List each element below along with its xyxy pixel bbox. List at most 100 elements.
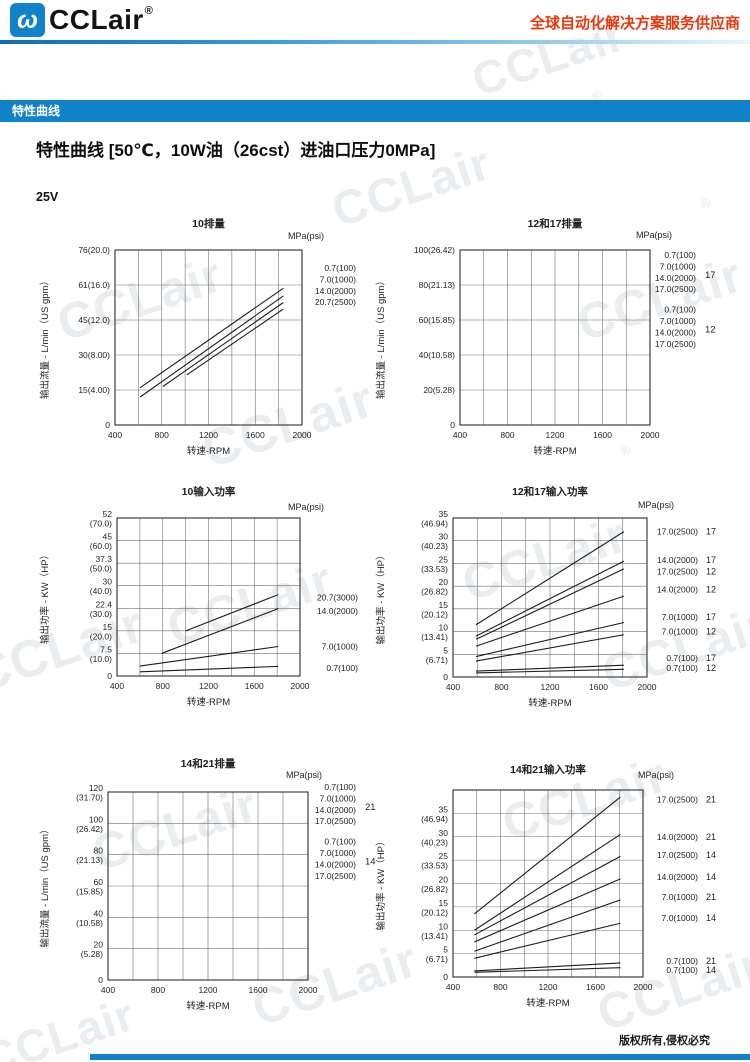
svg-text:30: 30	[439, 532, 449, 542]
svg-text:10: 10	[439, 921, 449, 931]
svg-text:14: 14	[706, 965, 716, 975]
svg-text:45: 45	[103, 532, 113, 542]
svg-text:76(20.0): 76(20.0)	[78, 245, 110, 255]
svg-text:(26.82): (26.82)	[421, 587, 448, 597]
svg-text:7.0(1000): 7.0(1000)	[662, 612, 699, 622]
svg-text:37.3: 37.3	[95, 554, 112, 564]
svg-text:7.0(1000): 7.0(1000)	[320, 793, 357, 803]
svg-text:(6.71): (6.71)	[426, 954, 448, 964]
svg-text:1600: 1600	[249, 985, 268, 995]
chart-10-displacement: 10排量 0 15(4.00) 30(8.00) 45(12.0) 61(16.0) 76(…	[36, 215, 370, 467]
svg-text:(40.23): (40.23)	[421, 541, 448, 551]
svg-text:12: 12	[706, 663, 716, 673]
svg-text:20: 20	[439, 577, 449, 587]
svg-text:MPa(psi): MPa(psi)	[638, 770, 674, 780]
svg-text:1200: 1200	[199, 985, 218, 995]
svg-text:7.0(1000): 7.0(1000)	[662, 627, 699, 637]
svg-text:7.0(1000): 7.0(1000)	[660, 316, 697, 326]
svg-text:1600: 1600	[586, 982, 605, 992]
svg-text:12: 12	[706, 567, 716, 577]
svg-text:(70.0): (70.0)	[90, 519, 112, 529]
svg-text:80(21.13): 80(21.13)	[419, 280, 456, 290]
svg-text:(13.41): (13.41)	[421, 632, 448, 642]
svg-text:400: 400	[101, 985, 115, 995]
svg-text:61(16.0): 61(16.0)	[78, 280, 110, 290]
svg-text:17: 17	[706, 612, 716, 622]
copyright-note: 版权所有,侵权必究	[618, 1035, 710, 1047]
svg-text:800: 800	[500, 430, 514, 440]
svg-text:2000: 2000	[638, 682, 657, 692]
svg-text:30(8.00): 30(8.00)	[78, 350, 110, 360]
svg-text:800: 800	[493, 982, 507, 992]
svg-text:17.0(2500): 17.0(2500)	[657, 794, 698, 804]
chart-14-21-input-power: 14和21输入功率 0 5 (6.71) 10 (13.41) 15 (20.12) 20 (26…	[372, 745, 750, 1025]
svg-text:0.7(100): 0.7(100)	[664, 305, 696, 315]
axis-labels: 14和21排量 0 20(5.28) 40(10.58) 60(15.85) 80(21.…	[39, 757, 318, 1012]
svg-text:20: 20	[439, 875, 449, 885]
legend: MPa(psi)0.7(100)7.0(1000)14.0(2000)17.0(…	[286, 770, 376, 881]
svg-text:5: 5	[443, 945, 448, 955]
svg-text:30: 30	[103, 577, 113, 587]
grid	[459, 249, 651, 426]
svg-text:10输入功率: 10输入功率	[182, 485, 236, 498]
svg-text:14.0(2000): 14.0(2000)	[315, 286, 356, 296]
svg-text:(21.13): (21.13)	[76, 855, 103, 865]
svg-text:(30.0): (30.0)	[90, 609, 112, 619]
svg-text:2000: 2000	[299, 985, 318, 995]
svg-text:1600: 1600	[593, 430, 612, 440]
svg-text:0.7(100): 0.7(100)	[666, 965, 698, 975]
svg-text:800: 800	[494, 682, 508, 692]
svg-text:60: 60	[94, 877, 104, 887]
svg-text:(40.0): (40.0)	[90, 586, 112, 596]
svg-text:转速-RPM: 转速-RPM	[526, 997, 569, 1009]
svg-text:25: 25	[439, 554, 449, 564]
svg-text:20(5.28): 20(5.28)	[423, 385, 455, 395]
svg-text:5: 5	[443, 645, 448, 655]
svg-text:14: 14	[365, 857, 376, 868]
svg-text:400: 400	[110, 681, 124, 691]
svg-text:(46.94): (46.94)	[421, 814, 448, 824]
svg-text:15: 15	[103, 622, 113, 632]
svg-text:(26.42): (26.42)	[76, 824, 103, 834]
chart-14-21-displacement-svg: 14和21排量 0 20(5.28) 40(10.58) 60(15.85) 80(21.…	[39, 757, 376, 1012]
grid	[116, 517, 301, 677]
svg-text:14.0(2000): 14.0(2000)	[655, 273, 696, 283]
svg-text:52: 52	[103, 509, 113, 519]
svg-text:(6.71): (6.71)	[426, 655, 448, 665]
legend: MPa(psi) 20.7(3000) 14.0(2000) 7.0(1000) 0.7…	[288, 502, 358, 673]
svg-text:14.0(2000): 14.0(2000)	[315, 859, 356, 869]
svg-text:40: 40	[94, 908, 104, 918]
svg-text:输出功率 - KW（HP）: 输出功率 - KW（HP）	[375, 837, 387, 931]
svg-text:20.7(3000): 20.7(3000)	[317, 593, 358, 603]
svg-text:14.0(2000): 14.0(2000)	[657, 555, 698, 565]
svg-text:0.7(100): 0.7(100)	[324, 782, 356, 792]
svg-text:14.0(2000): 14.0(2000)	[657, 584, 698, 594]
svg-text:0.7(100): 0.7(100)	[664, 250, 696, 260]
svg-text:17: 17	[706, 653, 716, 663]
svg-text:1200: 1200	[199, 430, 218, 440]
svg-text:14和21排量: 14和21排量	[181, 757, 236, 770]
grid	[452, 517, 648, 678]
svg-text:0.7(100): 0.7(100)	[666, 663, 698, 673]
svg-text:(50.0): (50.0)	[90, 564, 112, 574]
axis-labels: 14和21输入功率 0 5(6.71) 10(13.41) 15(20.12) 20(26…	[375, 763, 653, 1009]
axis-labels: 10输入功率 0 7.5(10.0) 15(20.0) 22.4(30.0) 30(40.…	[39, 485, 310, 708]
chart-12-17-displacement: 12和17排量 0 20(5.28) 40(10.58) 60(15.85) 80(21.…	[372, 215, 750, 467]
grid	[114, 249, 303, 426]
svg-text:14: 14	[706, 872, 716, 882]
svg-text:7.0(1000): 7.0(1000)	[320, 848, 357, 858]
svg-text:40(10.58): 40(10.58)	[419, 350, 456, 360]
svg-text:0: 0	[98, 975, 103, 985]
svg-text:400: 400	[446, 982, 460, 992]
svg-text:25: 25	[439, 851, 449, 861]
svg-text:17.0(2500): 17.0(2500)	[655, 339, 696, 349]
svg-text:7.0(1000): 7.0(1000)	[662, 913, 699, 923]
svg-text:17: 17	[706, 555, 716, 565]
svg-text:21: 21	[706, 794, 716, 804]
svg-text:7.0(1000): 7.0(1000)	[662, 892, 699, 902]
svg-text:转速-RPM: 转速-RPM	[187, 445, 230, 457]
svg-text:(26.82): (26.82)	[421, 884, 448, 894]
svg-text:1200: 1200	[541, 682, 560, 692]
svg-text:100: 100	[89, 814, 103, 824]
svg-text:14和21输入功率: 14和21输入功率	[510, 763, 586, 776]
